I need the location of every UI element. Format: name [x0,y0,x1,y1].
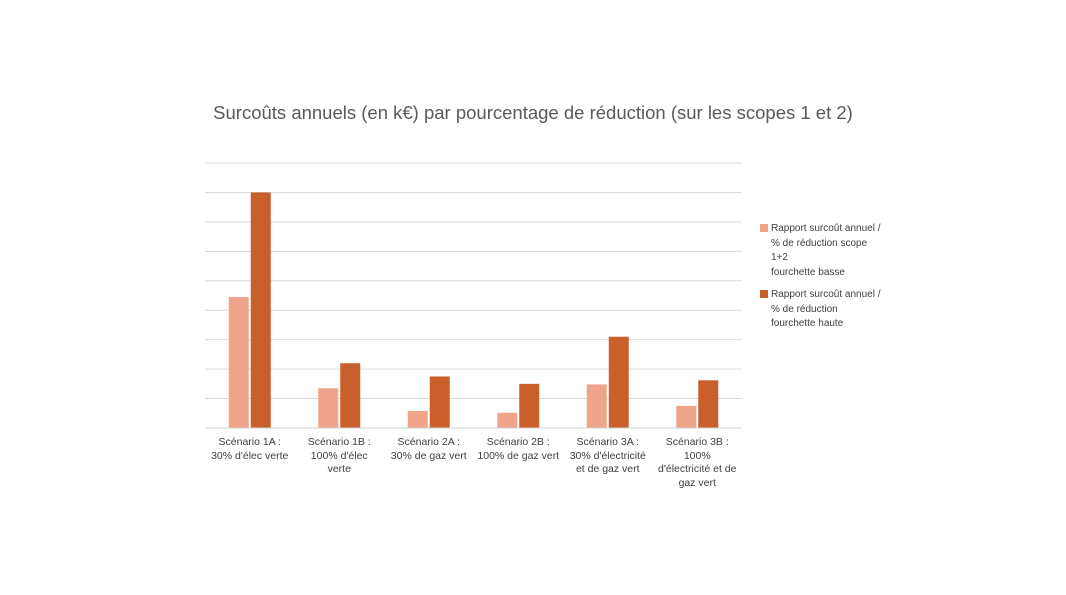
legend-label-low: Rapport surcoût annuel / % de réduction … [771,223,881,278]
bar-low-2 [318,388,339,428]
x-tick-label: Scénario 1A : 30% d'élec verte [211,436,289,462]
legend-swatch-low [760,224,768,232]
legend-swatch-high [760,290,768,298]
bar-high-4 [519,383,540,428]
bar-low-5 [586,384,607,428]
chart-title: Surcoûts annuels (en k€) par pourcentage… [213,102,853,123]
bar-low-6 [676,405,697,428]
bar-low-4 [497,412,518,428]
bar-high-6 [698,380,719,428]
legend-label-high: Rapport surcoût annuel / % de réduction … [771,289,881,329]
x-tick-label: Scénario 3B : 100% d'électricité et de g… [658,436,737,489]
bar-low-1 [228,296,249,428]
bar-high-5 [608,336,629,428]
bars [228,192,719,428]
x-tick-label: Scénario 1B : 100% d'élec verte [307,436,371,475]
x-tick-label: Scénario 2B : 100% de gaz vert [477,436,560,462]
bar-high-1 [250,192,271,428]
x-tick-label: Scénario 3A : 30% d'électricité et de ga… [569,436,646,475]
bar-high-2 [340,363,361,428]
gridlines [205,162,742,400]
x-tick-label: Scénario 2A : 30% de gaz vert [390,436,467,462]
bar-high-3 [429,376,450,428]
bar-low-3 [407,410,428,428]
